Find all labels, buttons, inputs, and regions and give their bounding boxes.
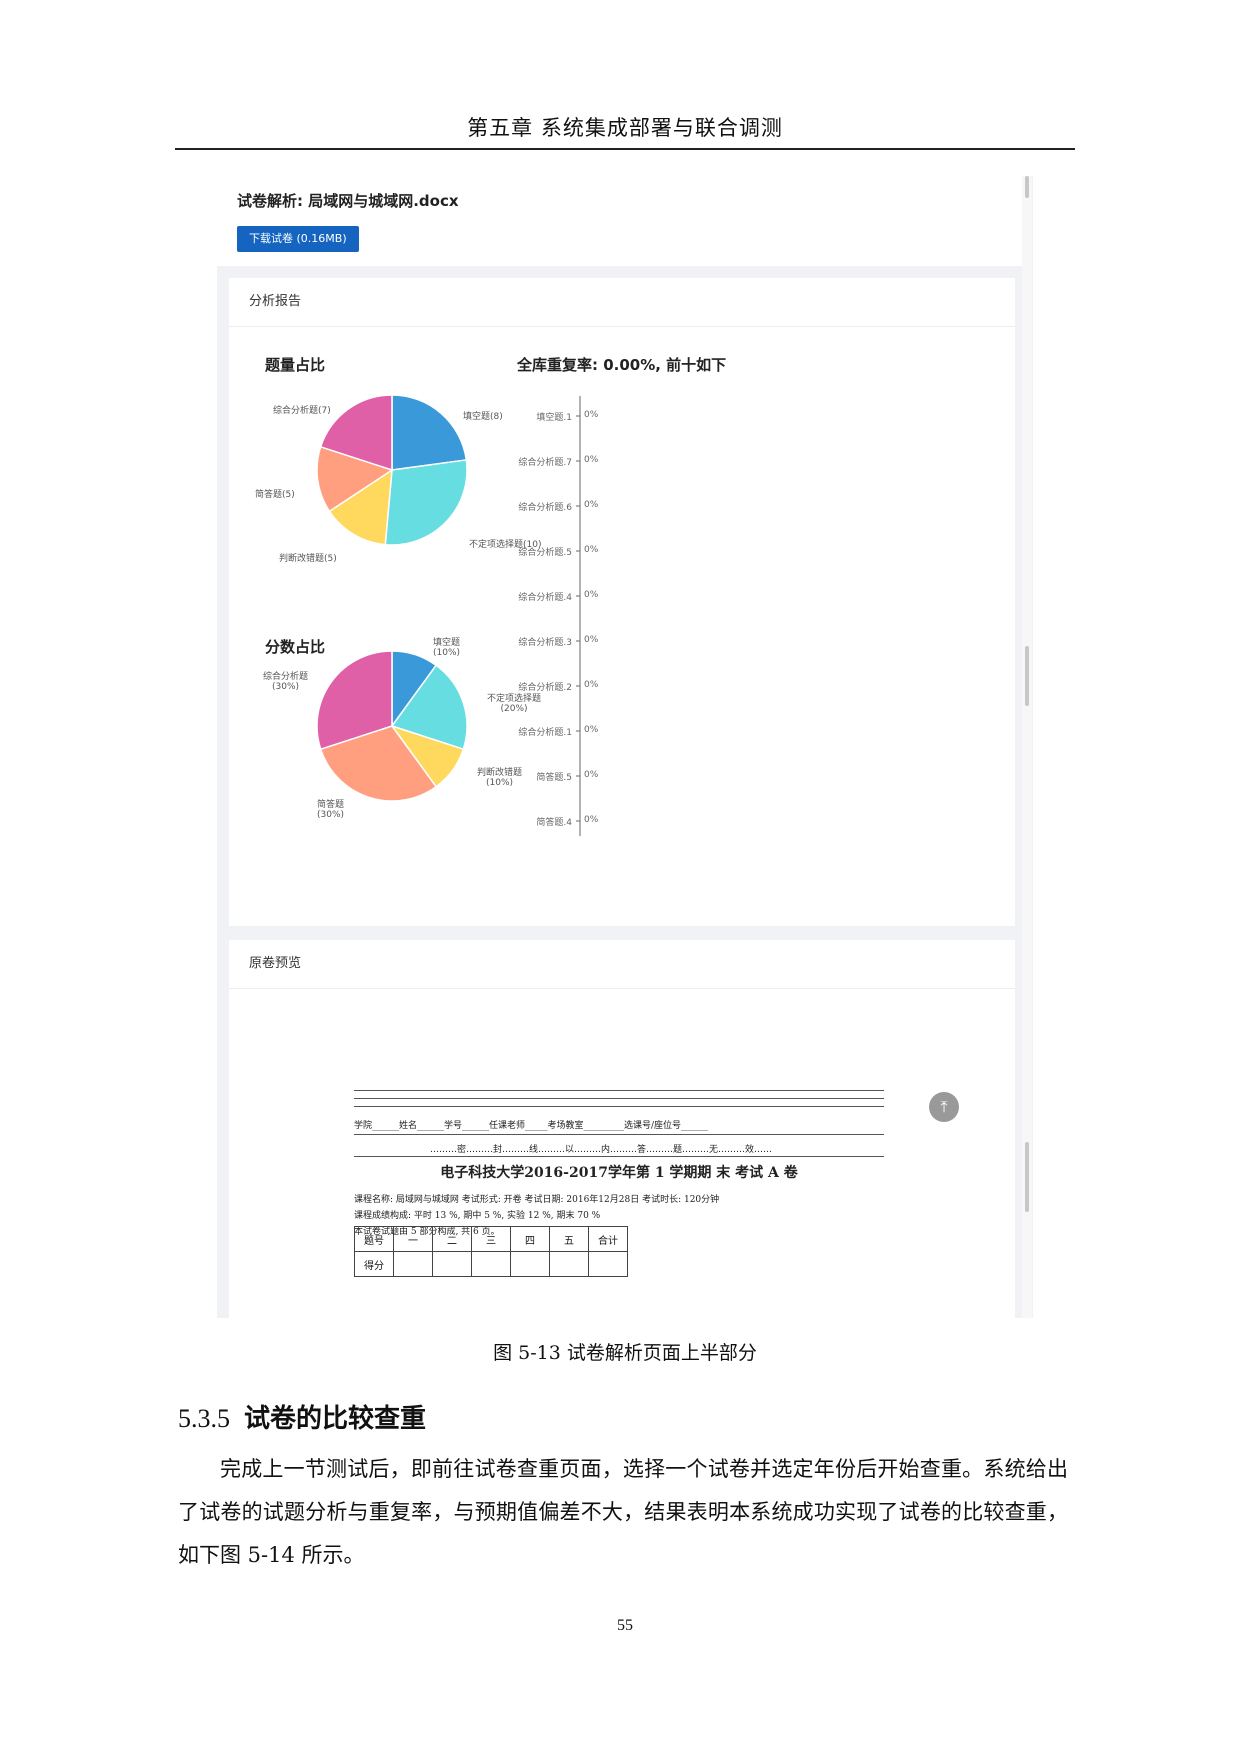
pie1-slice: [384, 459, 468, 546]
download-button[interactable]: 下载试卷 (0.16MB): [237, 226, 359, 252]
section-heading: 5.3.5 试卷的比较查重: [178, 1398, 426, 1435]
bar-category-label: 填空题.1: [536, 413, 572, 423]
bar-category-label: 综合分析题.6: [518, 503, 572, 513]
bar-category-label: 综合分析题.2: [518, 683, 572, 693]
scrollbar-thumb[interactable]: [1025, 1142, 1029, 1212]
pie1-slice: [319, 394, 393, 472]
sheet-line: [354, 1106, 884, 1107]
pie2-slice: [390, 664, 468, 751]
exam-title: 电子科技大学2016-2017学年第 1 学期期 末 考试 A 卷: [440, 1165, 798, 1181]
sheet-line: [354, 1098, 884, 1099]
original-preview-card: 原卷预览 ⤒ 学院______姓名______学号______任课老师_____…: [229, 940, 1015, 1318]
exam-seal-line: ………密………封………线………以………内………答………题………无………效……: [430, 1145, 773, 1155]
score-table-header-cell: 一: [393, 1226, 433, 1252]
pie2-label: 填空题 (10%): [433, 638, 461, 658]
bar-category-label: 简答题.4: [536, 818, 572, 828]
pie1-title: 题量占比: [265, 356, 326, 374]
score-table-cell: 得分: [354, 1251, 394, 1277]
preview-card-title: 原卷预览: [229, 940, 1015, 989]
bar-value-label: 0%: [584, 500, 599, 510]
score-table-header-cell: 三: [471, 1226, 511, 1252]
bar-category-label: 简答题.5: [536, 773, 572, 783]
top-card: 试卷解析: 局域网与城域网.docx 下载试卷 (0.16MB): [217, 176, 1029, 266]
score-value-row: 得分: [354, 1251, 628, 1277]
bar-value-label: 0%: [584, 410, 599, 420]
bar-value-label: 0%: [584, 725, 599, 735]
report-card-title: 分析报告: [229, 278, 1015, 327]
sheet-line: [354, 1156, 884, 1157]
bar-value-label: 0%: [584, 455, 599, 465]
exam-info-line: 学院______姓名______学号______任课老师_____考场教室___…: [354, 1121, 709, 1131]
pie2-label: 综合分析题 (30%): [263, 672, 309, 692]
ui-screenshot: 试卷解析: 局域网与城域网.docx 下载试卷 (0.16MB) 分析报告 题量…: [217, 176, 1033, 1318]
exam-course-line: 课程名称: 局域网与城域网 考试形式: 开卷 考试日期: 2016年12月28日…: [354, 1195, 720, 1205]
pie1-label: 填空题(8): [463, 412, 503, 422]
arrow-up-icon: ⤒: [940, 1097, 948, 1116]
back-to-top-button[interactable]: ⤒: [929, 1092, 959, 1122]
pie2-label: 简答题 (30%): [317, 800, 345, 820]
pie1-label: 综合分析题(7): [273, 406, 331, 416]
score-table-header-cell: 五: [549, 1226, 589, 1252]
score-header-row: 题号一二三四五合计: [354, 1226, 628, 1252]
figure-caption: 图 5-13 试卷解析页面上半部分: [493, 1342, 757, 1364]
sheet-line: [354, 1090, 884, 1091]
bar-category-label: 综合分析题.5: [518, 548, 572, 558]
pie1-label: 判断改错题(5): [279, 554, 337, 564]
parse-title: 试卷解析: 局域网与城域网.docx: [237, 192, 459, 210]
score-table-cell: [588, 1251, 628, 1277]
pie2-label: 判断改错题 (10%): [477, 768, 523, 788]
bar-value-label: 0%: [584, 545, 599, 555]
bar-category-label: 综合分析题.7: [518, 458, 572, 468]
bar-value-label: 0%: [584, 770, 599, 780]
bar-title: 全库重复率: 0.00%, 前十如下: [517, 356, 727, 374]
score-table-cell: [510, 1251, 550, 1277]
bar-value-label: 0%: [584, 635, 599, 645]
score-table-header-cell: 二: [432, 1226, 472, 1252]
section-number: 5.3.5: [178, 1404, 230, 1433]
score-table-header-cell: 题号: [354, 1226, 394, 1252]
score-table-cell: [549, 1251, 589, 1277]
sheet-line: [354, 1134, 884, 1135]
pie1-label: 不定项选择题(10): [469, 540, 542, 550]
page-number: 55: [617, 1617, 633, 1634]
body-paragraph: 完成上一节测试后，即前往试卷查重页面，选择一个试卷并选定年份后开始查重。系统给出…: [178, 1457, 1068, 1567]
header-rule: [175, 148, 1075, 150]
scrollbar[interactable]: [1022, 176, 1032, 1318]
pie2-slice: [319, 725, 438, 802]
score-table: 题号一二三四五合计 得分: [354, 1226, 628, 1277]
bar-category-label: 综合分析题.3: [518, 638, 572, 648]
section-title: 试卷的比较查重: [244, 1404, 427, 1434]
analysis-report-card: 分析报告 题量占比 分数占比 全库重复率: 0.00%, 前十如下 填空题(8)…: [229, 278, 1015, 926]
bar-category-label: 综合分析题.4: [518, 593, 572, 603]
score-table-cell: [471, 1251, 511, 1277]
scrollbar-thumb[interactable]: [1025, 646, 1029, 706]
scrollbar-thumb[interactable]: [1025, 176, 1029, 198]
bar-value-label: 0%: [584, 815, 599, 825]
pie2-slice: [316, 650, 393, 751]
chapter-header: 第五章 系统集成部署与联合调测: [467, 116, 783, 140]
pie2-label: 不定项选择题 (20%): [487, 694, 542, 714]
score-table-header-cell: 合计: [588, 1226, 628, 1252]
pie2-title: 分数占比: [265, 638, 326, 656]
score-table-cell: [393, 1251, 433, 1277]
exam-score-line: 课程成绩构成: 平时 13 %, 期中 5 %, 实验 12 %, 期末 70 …: [354, 1211, 601, 1221]
score-table-header-cell: 四: [510, 1226, 550, 1252]
bar-value-label: 0%: [584, 590, 599, 600]
bar-category-label: 综合分析题.1: [518, 728, 572, 738]
pie1-slice: [391, 394, 468, 471]
pie1-slice: [328, 468, 393, 546]
pie1-label: 简答题(5): [255, 490, 295, 500]
score-table-cell: [432, 1251, 472, 1277]
bar-value-label: 0%: [584, 680, 599, 690]
question-count-pie: [316, 394, 581, 836]
pie1-slice: [316, 445, 394, 513]
